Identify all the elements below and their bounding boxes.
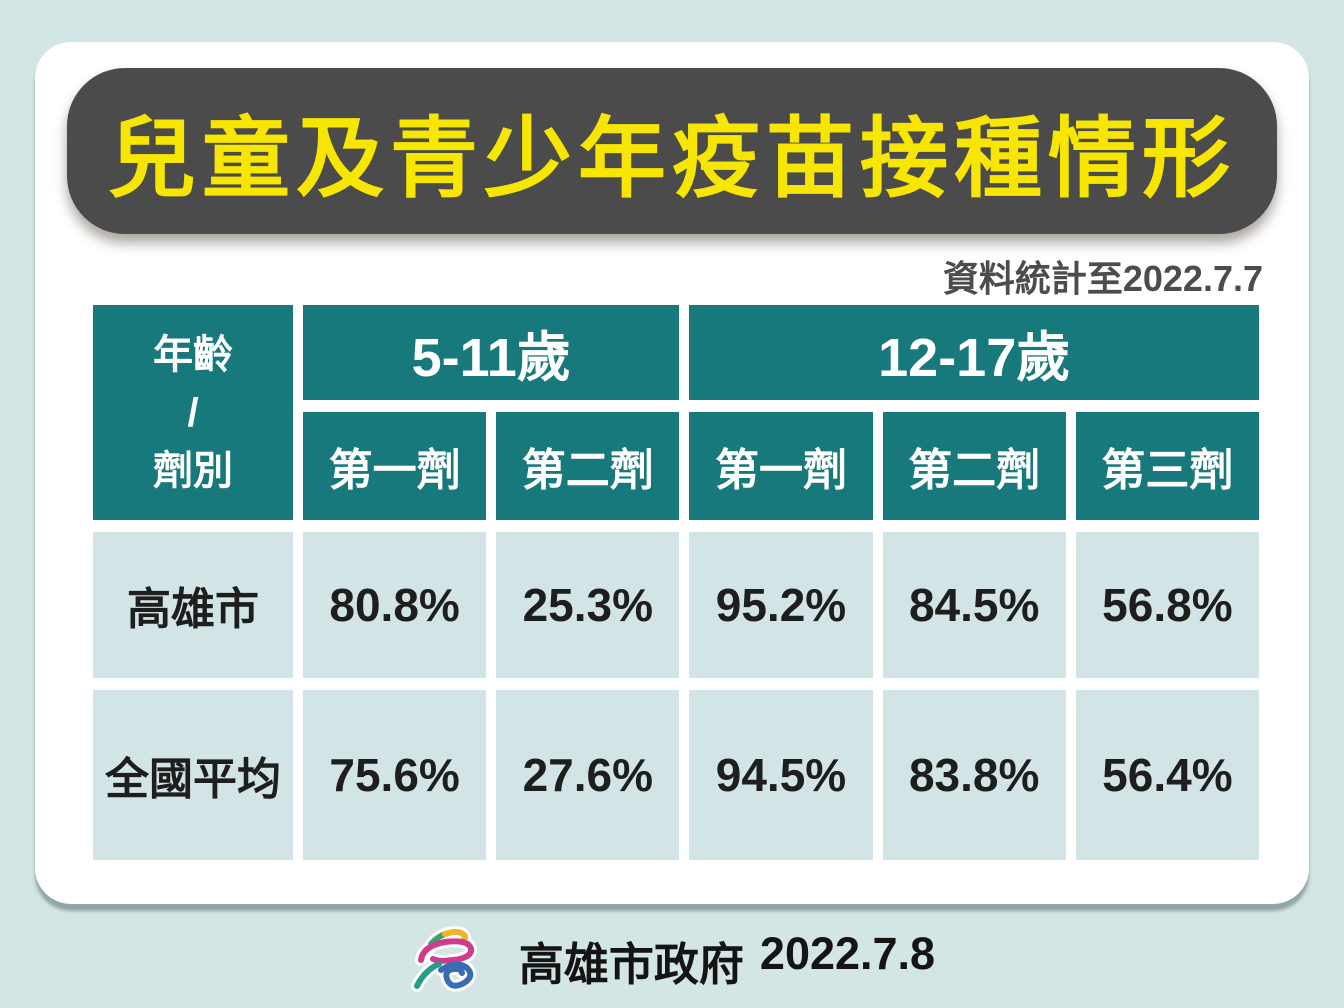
dose-header-12-17-dose2: 第二劑 <box>882 412 1066 520</box>
value-kaohsiung-12-17-dose1: 95.2% <box>689 532 873 678</box>
dose-header-5-11-dose2: 第二劑 <box>496 412 680 520</box>
row-label-national-average: 全國平均 <box>93 690 293 860</box>
footer: 高雄市政府 2022.7.8 <box>0 922 1344 998</box>
row-label-kaohsiung: 高雄市 <box>93 532 293 678</box>
value-kaohsiung-12-17-dose3: 56.8% <box>1075 532 1259 678</box>
title-banner: 兒童及青少年疫苗接種情形 <box>67 68 1277 234</box>
group-header-12-17: 12-17歲 <box>689 305 1259 400</box>
vaccination-table: 年齡 / 劑別 5-11歲 12-17歲 第一劑 第二劑 第一劑 第二劑 第三劑… <box>93 305 1259 860</box>
content-card: 兒童及青少年疫苗接種情形 資料統計至2022.7.7 年齡 / 劑別 5-11歲… <box>35 42 1309 904</box>
group-header-5-11: 5-11歲 <box>303 305 680 400</box>
value-kaohsiung-5-11-dose2: 25.3% <box>496 532 680 678</box>
data-as-of-note: 資料統計至2022.7.7 <box>942 258 1263 299</box>
dose-header-12-17-dose3: 第三劑 <box>1075 412 1259 520</box>
value-national-12-17-dose1: 94.5% <box>689 690 873 860</box>
value-national-5-11-dose2: 27.6% <box>496 690 680 860</box>
corner-line-age: 年齡 <box>153 332 233 377</box>
table-corner-header: 年齡 / 劑別 <box>93 305 293 520</box>
value-national-5-11-dose1: 75.6% <box>303 690 487 860</box>
value-national-12-17-dose3: 56.4% <box>1075 690 1259 860</box>
corner-line-dose: 劑別 <box>153 448 233 493</box>
kaohsiung-city-logo-icon <box>409 922 483 998</box>
page-title: 兒童及青少年疫苗接種情形 <box>107 108 1236 208</box>
dose-header-12-17-dose1: 第一劑 <box>689 412 873 520</box>
footer-text: 高雄市政府 2022.7.8 <box>519 928 935 993</box>
value-kaohsiung-12-17-dose2: 84.5% <box>882 532 1066 678</box>
footer-date: 2022.7.8 <box>759 927 936 979</box>
dose-header-5-11-dose1: 第一劑 <box>303 412 487 520</box>
footer-org: 高雄市政府 <box>518 938 744 990</box>
corner-line-slash: / <box>187 390 199 435</box>
value-kaohsiung-5-11-dose1: 80.8% <box>303 532 487 678</box>
value-national-12-17-dose2: 83.8% <box>882 690 1066 860</box>
